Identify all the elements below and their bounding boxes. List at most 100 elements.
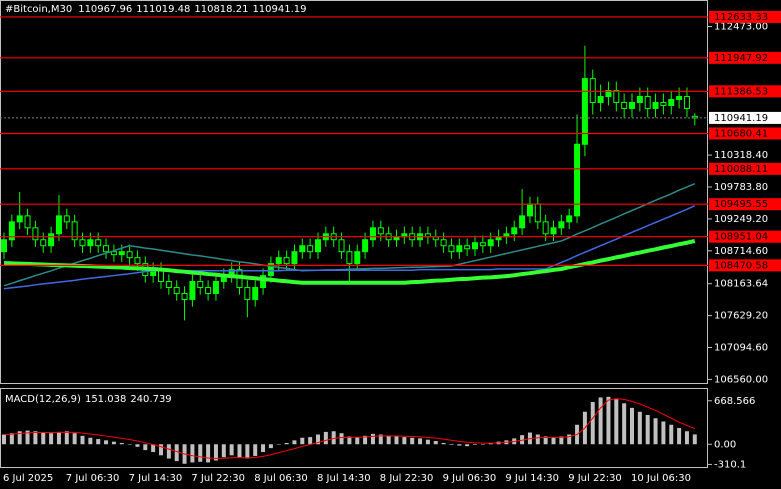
candle-body [456,245,463,253]
macd-bar [135,444,140,447]
candle-body [260,275,267,288]
candle-body [605,90,612,97]
macd-bar [347,436,352,445]
macd-bar [284,442,289,445]
candle-body [173,287,180,294]
macd-bar [245,444,250,459]
candle-body [660,101,667,106]
macd-bar [378,434,383,445]
candle-body [566,215,573,223]
macd-bar [410,437,415,445]
candle-body [589,78,596,103]
macd-bar [520,435,525,445]
candle-body [267,263,274,277]
y-tick-label: 110318.40 [714,150,768,161]
macd-bar [17,431,22,445]
level-label-box [709,230,781,243]
candle-body [534,203,541,223]
candle-body [205,287,212,294]
macd-bar [25,430,30,445]
macd-bar [551,437,556,445]
candle-body [338,239,345,253]
macd-bar [441,442,446,445]
macd-bar [64,431,69,445]
candle-body [16,215,23,223]
macd-bar [355,437,360,445]
x-tick-label: 6 Jul 2025 [3,473,53,484]
macd-bar [684,431,689,445]
macd-signal: 240.739 [130,394,171,405]
level-label: 112633.33 [714,12,768,23]
macd-bar [206,444,211,463]
candle-body [574,143,581,217]
candle-body [346,251,353,265]
candle-body [683,96,690,109]
candle-body [291,251,298,265]
y-tick-label: -310.1 [714,459,746,470]
candle-body [118,251,125,256]
level-label-box [709,10,781,23]
candle-body [448,245,455,253]
candle-body [440,239,447,247]
macd-bar [316,434,320,445]
candle-body [315,239,321,253]
macd-bar [2,434,6,445]
candle-body [252,287,259,300]
main-frame [0,0,708,384]
ohlc-open: 110967.96 [78,4,132,15]
macd-bar [394,436,399,445]
macd-bar [402,437,407,445]
y-tick-label: 106560.00 [714,374,768,385]
level-label-box [709,51,781,64]
y-tick-label: 668.566 [714,396,755,407]
symbol: #Bitcoin,M30 [5,4,72,15]
macd-bar [268,444,273,449]
macd-bar [622,403,627,445]
candle-body [87,239,94,247]
candle-body [369,227,376,241]
macd-bar [457,444,462,446]
candle-body [676,96,683,100]
macd-bar [480,444,485,445]
macd-bar [9,433,14,445]
macd-bar [677,428,682,445]
macd-bar [308,437,313,445]
x-tick-label: 7 Jul 14:30 [129,473,183,484]
macd-bar [119,442,124,445]
candle-body [644,96,651,109]
macd-bar [292,440,297,445]
last-price-label: 110941.19 [714,113,768,124]
macd-bar [433,441,438,445]
macd-bar [535,434,540,445]
macd-bar [567,434,572,445]
x-tick-label: 8 Jul 06:30 [254,473,308,484]
moving-average [3,205,696,290]
macd-bar [661,421,666,445]
macd-bar [598,397,603,445]
candle-body [354,251,361,265]
candle-body [32,227,39,241]
macd-bar [174,444,179,462]
macd-bar [386,435,391,445]
candle-body [95,239,102,247]
candle-body [581,78,588,145]
candle-body [79,239,86,247]
macd-bar [237,444,242,458]
candle-body [668,98,675,106]
macd-bar [221,444,226,458]
macd-bar [96,439,101,445]
candle-body [526,203,533,217]
macd-bar [127,444,132,445]
macd-bar [33,431,38,445]
macd-bar [111,441,116,445]
macd-bar [300,437,305,445]
ohlc-low: 110818.21 [194,4,248,15]
candle-body [550,227,557,235]
macd-bar [425,439,430,445]
macd-bar [331,431,336,445]
macd-bar [56,431,61,445]
level-label: 109495.55 [714,199,768,210]
candle-body [55,215,62,235]
candle-body [487,239,494,247]
